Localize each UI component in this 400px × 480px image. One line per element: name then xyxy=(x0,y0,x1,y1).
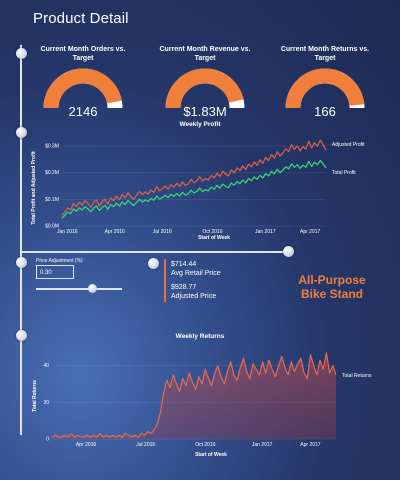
x-tick-label: Jan 2017 xyxy=(252,442,273,448)
series-label: Adjusted Profit xyxy=(332,142,365,148)
product-name-line2: Bike Stand xyxy=(300,287,363,301)
timeline-node-price[interactable] xyxy=(148,258,159,269)
timeline-rail xyxy=(20,45,22,435)
timeline-node-controls[interactable] xyxy=(16,257,27,268)
x-tick-label: Apr 2016 xyxy=(76,442,97,448)
gauge-value: $1.83M xyxy=(183,104,226,118)
series-area xyxy=(52,352,336,439)
price-adjustment-label: Price Adjustment (%) xyxy=(36,258,83,264)
product-name: All-Purpose Bike Stand xyxy=(276,273,388,301)
gauge-title: Current Month Returns vs. Target xyxy=(280,46,370,62)
x-tick-label: Oct 2016 xyxy=(195,442,216,448)
x-tick-label: Jan 2016 xyxy=(57,229,78,235)
x-tick-label: Jul 2016 xyxy=(136,442,155,448)
profit-chart-title: Weekly Profit xyxy=(179,121,221,128)
avg-retail-price-value: $714.44 xyxy=(171,261,197,268)
y-tick-label: 40 xyxy=(43,363,49,369)
y-tick-label: $0.0M xyxy=(45,224,59,230)
series-line[interactable] xyxy=(61,139,327,216)
returns-chart[interactable]: Total Returns Start of Week 0 20 40 Apr 201… xyxy=(30,343,375,463)
adjusted-price-value: $928.77 xyxy=(171,284,197,291)
gauge-value: 166 xyxy=(314,104,336,118)
price-adjustment-slider[interactable] xyxy=(36,288,122,290)
gauge-arc: 166 xyxy=(285,68,365,118)
product-name-line1: All-Purpose xyxy=(298,273,366,287)
timeline-node-product[interactable] xyxy=(283,246,294,257)
avg-retail-price-label: Avg Retail Price xyxy=(171,270,221,277)
y-tick-label: $0.1M xyxy=(45,197,59,203)
returns-chart-title: Weekly Returns xyxy=(175,333,225,340)
gauge-title: Current Month Orders vs. Target xyxy=(40,46,126,62)
gauge-orders[interactable]: Current Month Orders vs. Target 2146 xyxy=(33,46,133,118)
gauge-arc: $1.83M xyxy=(165,68,245,118)
adjusted-price-label: Adjusted Price xyxy=(171,293,217,300)
x-tick-label: Apr 2016 xyxy=(105,229,126,235)
timeline-node-returns[interactable] xyxy=(16,330,27,341)
gauge-fill xyxy=(43,68,122,109)
timeline-branch xyxy=(20,251,288,253)
gauge-fill xyxy=(165,68,244,109)
x-tick-label: Jan 2017 xyxy=(255,229,276,235)
x-tick-label: Apr 2017 xyxy=(300,229,321,235)
profit-chart[interactable]: Total Profit and Adjusted Profit Start o… xyxy=(30,130,375,245)
y-tick-label: 20 xyxy=(43,400,49,406)
gauge-fill xyxy=(285,68,365,109)
profit-y-axis-label: Total Profit and Adjusted Profit xyxy=(31,151,37,225)
series-line[interactable] xyxy=(51,352,337,438)
gauge-arc: 2146 xyxy=(43,68,123,118)
x-tick-label: Apr 2017 xyxy=(300,442,321,448)
gauge-value: 2146 xyxy=(69,104,98,118)
y-tick-label: 0 xyxy=(46,437,49,443)
timeline-node-profit[interactable] xyxy=(16,127,27,138)
gauge-revenue[interactable]: Current Month Revenue vs. Target $1.83M xyxy=(155,46,255,118)
timeline-node-kpis[interactable] xyxy=(16,48,27,59)
price-divider xyxy=(164,259,166,302)
price-adjustment-input[interactable]: 0.30 xyxy=(36,265,74,279)
returns-x-axis-label: Start of Week xyxy=(195,452,227,458)
gauge-returns[interactable]: Current Month Returns vs. Target 166 xyxy=(275,46,375,118)
returns-y-axis-label: Total Returns xyxy=(32,380,38,412)
gauge-title: Current Month Revenue vs. Target xyxy=(159,46,251,62)
series-line[interactable] xyxy=(61,159,327,219)
y-tick-label: $0.2M xyxy=(45,170,59,176)
slider-thumb[interactable] xyxy=(88,284,97,293)
series-label: Total Returns xyxy=(342,373,372,379)
series-label: Total Profit xyxy=(332,170,356,176)
y-tick-label: $0.3M xyxy=(45,144,59,150)
page-title: Product Detail xyxy=(33,10,129,27)
profit-x-axis-label: Start of Week xyxy=(198,235,230,241)
x-tick-label: Jul 2016 xyxy=(153,229,172,235)
x-tick-label: Oct 2016 xyxy=(202,229,223,235)
